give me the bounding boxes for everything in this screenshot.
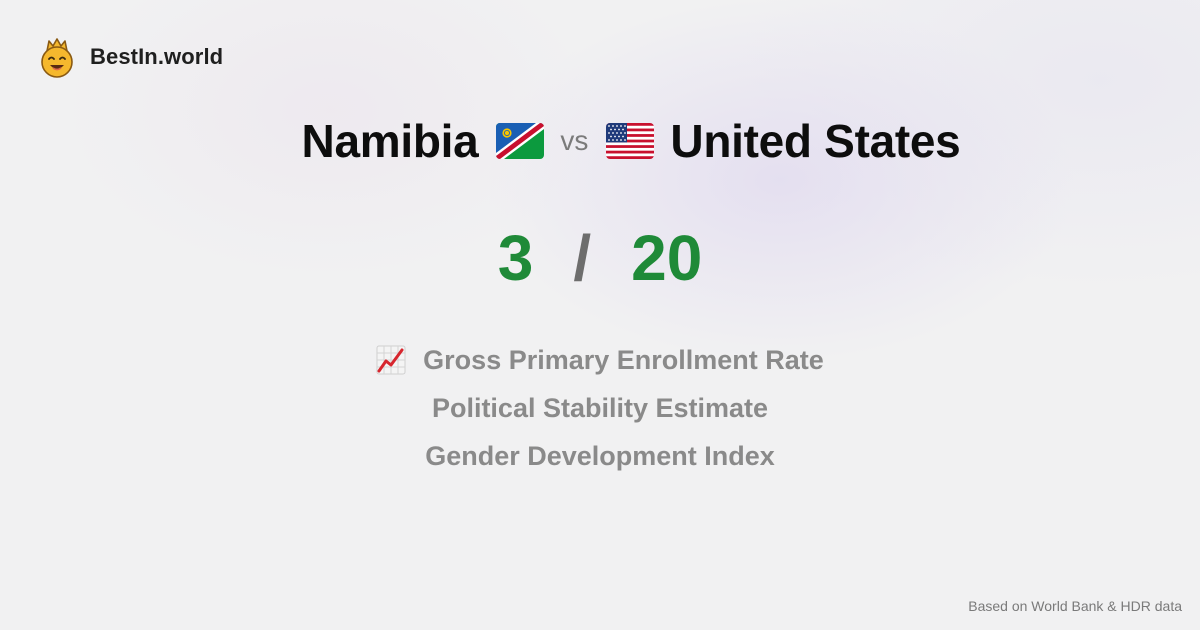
vs-label: vs — [560, 125, 589, 156]
chart-increasing-icon — [376, 345, 406, 375]
country-a-name[interactable]: Namibia — [301, 115, 479, 167]
country-b-name[interactable]: United States — [670, 115, 961, 167]
score-separator: / — [573, 222, 592, 294]
metric-item[interactable]: Gross Primary Enrollment Rate — [0, 336, 1200, 384]
comparison-headline: Namibia vs — [0, 110, 1200, 172]
score-b: 20 — [631, 222, 703, 294]
score: 3 / 20 — [0, 218, 1200, 298]
crowned-smiley-icon — [41, 38, 73, 78]
metric-item[interactable]: Gender Development Index — [0, 432, 1200, 480]
brand[interactable]: BestIn.world — [38, 36, 223, 78]
metric-label: Gross Primary Enrollment Rate — [423, 344, 824, 375]
united-states-flag-icon — [606, 123, 655, 159]
brand-name: BestIn.world — [90, 44, 224, 69]
namibia-flag-icon — [496, 123, 545, 159]
metric-item[interactable]: Political Stability Estimate — [0, 384, 1200, 432]
metric-label: Political Stability Estimate — [431, 392, 769, 423]
score-a: 3 — [497, 222, 534, 294]
metrics-list: Gross Primary Enrollment Rate Political … — [0, 336, 1200, 480]
data-source-note: Based on World Bank & HDR data — [968, 598, 1182, 614]
metric-label: Gender Development Index — [425, 440, 775, 471]
